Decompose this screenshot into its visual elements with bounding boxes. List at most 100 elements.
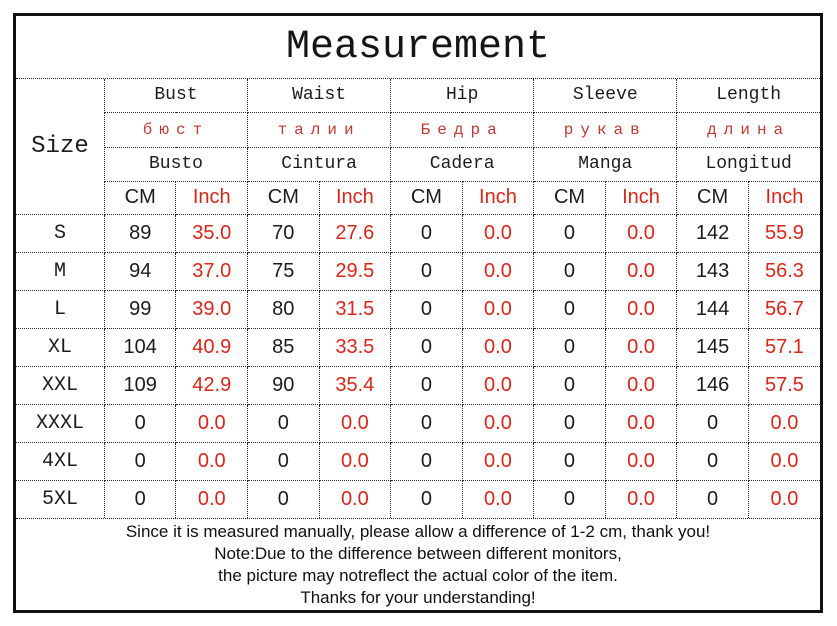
header-length-ru: длина [676,111,821,148]
header-length-en: Length [676,78,821,113]
size-table-body: S 89 35.0 70 27.6 0 0.0 0 0.0 142 55.9 M 94 37.0 75 29.… [15,213,821,519]
size-cell: XL [15,327,105,367]
cm-value-cell: 0 [103,479,177,519]
header-bust-es: Busto [103,146,249,182]
table-row: XXL 109 42.9 90 35.4 0 0.0 0 0.0 146 57.5 [15,365,821,405]
header-waist-en: Waist [247,78,392,113]
header-length-es: Longitud [676,146,821,182]
footer-note-line: Since it is measured manually, please al… [125,521,711,541]
inch-value-cell: 33.5 [318,327,392,367]
size-cell: XXL [15,365,105,405]
size-column-header: Size [15,78,105,215]
header-bust-ru: бюст [103,111,249,148]
inch-value-cell: 0.0 [461,251,535,291]
inch-value-cell: 0.0 [604,213,678,253]
cm-value-cell: 145 [676,327,749,367]
cm-value-cell: 0 [533,213,606,253]
inch-value-cell: 0.0 [747,441,821,481]
inch-value-cell: 42.9 [175,365,249,405]
inch-value-cell: 0.0 [318,441,392,481]
cm-value-cell: 109 [103,365,177,405]
cm-value-cell: 89 [103,213,177,253]
unit-cm-label: CM [103,180,177,215]
title-bar: Measurement [16,16,820,79]
inch-value-cell: 0.0 [604,251,678,291]
cm-value-cell: 0 [533,479,606,519]
inch-value-cell: 27.6 [318,213,392,253]
cm-value-cell: 0 [676,479,749,519]
unit-cm-label: CM [390,180,463,215]
cm-value-cell: 0 [390,479,463,519]
table-row: 4XL 0 0.0 0 0.0 0 0.0 0 0.0 0 0.0 [15,441,821,481]
footer-note-line: the picture may notreflect the actual co… [218,565,618,585]
inch-value-cell: 0.0 [175,441,249,481]
table-header: Size Bust Waist Hip Sleeve Length бюст т… [15,78,821,215]
cm-value-cell: 104 [103,327,177,367]
table-row: 5XL 0 0.0 0 0.0 0 0.0 0 0.0 0 0.0 [15,479,821,519]
cm-value-cell: 94 [103,251,177,291]
inch-value-cell: 0.0 [318,479,392,519]
cm-value-cell: 0 [533,327,606,367]
size-cell: 4XL [15,441,105,481]
cm-value-cell: 0 [676,403,749,443]
cm-value-cell: 144 [676,289,749,329]
cm-value-cell: 0 [676,441,749,481]
header-row-spanish: Busto Cintura Cadera Manga Longitud [16,146,821,182]
inch-value-cell: 0.0 [604,365,678,405]
cm-value-cell: 0 [390,403,463,443]
size-cell: S [15,213,105,253]
size-table: Size Bust Waist Hip Sleeve Length бюст т… [15,78,821,519]
header-hip-ru: Бедра [390,111,535,148]
cm-value-cell: 70 [247,213,320,253]
inch-value-cell: 0.0 [604,403,678,443]
cm-value-cell: 0 [390,327,463,367]
inch-value-cell: 35.0 [175,213,249,253]
cm-value-cell: 0 [533,441,606,481]
unit-cm-label: CM [247,180,320,215]
inch-value-cell: 0.0 [461,479,535,519]
table-row: L 99 39.0 80 31.5 0 0.0 0 0.0 144 56.7 [15,289,821,329]
inch-value-cell: 56.7 [747,289,821,329]
cm-value-cell: 0 [390,441,463,481]
cm-value-cell: 80 [247,289,320,329]
unit-inch-label: Inch [175,180,249,215]
cm-value-cell: 0 [247,441,320,481]
inch-value-cell: 0.0 [747,479,821,519]
inch-value-cell: 0.0 [461,327,535,367]
unit-inch-label: Inch [604,180,678,215]
page-title: Measurement [285,24,551,70]
inch-value-cell: 57.1 [747,327,821,367]
cm-value-cell: 0 [533,251,606,291]
header-row-english: Size Bust Waist Hip Sleeve Length [15,78,821,215]
cm-value-cell: 0 [390,289,463,329]
inch-value-cell: 39.0 [175,289,249,329]
inch-value-cell: 0.0 [318,403,392,443]
header-row-russian: бюст талии Бедра рукав длина [16,111,821,148]
inch-value-cell: 37.0 [175,251,249,291]
inch-value-cell: 56.3 [747,251,821,291]
cm-value-cell: 0 [247,479,320,519]
cm-value-cell: 90 [247,365,320,405]
inch-value-cell: 0.0 [604,289,678,329]
inch-value-cell: 0.0 [175,403,249,443]
inch-value-cell: 0.0 [604,327,678,367]
inch-value-cell: 31.5 [318,289,392,329]
cm-value-cell: 0 [247,403,320,443]
footer-note-line: Thanks for your understanding! [300,587,536,607]
table-row: M 94 37.0 75 29.5 0 0.0 0 0.0 143 56.3 [15,251,821,291]
header-sleeve-ru: рукав [533,111,678,148]
cm-value-cell: 0 [533,403,606,443]
table-row: XXXL 0 0.0 0 0.0 0 0.0 0 0.0 0 0.0 [15,403,821,443]
table-row: S 89 35.0 70 27.6 0 0.0 0 0.0 142 55.9 [15,213,821,253]
cm-value-cell: 0 [103,441,177,481]
header-sleeve-es: Manga [533,146,678,182]
size-cell: L [15,289,105,329]
cm-value-cell: 0 [103,403,177,443]
inch-value-cell: 0.0 [175,479,249,519]
unit-cm-label: CM [533,180,606,215]
cm-value-cell: 146 [676,365,749,405]
header-row-units: CM Inch CM Inch CM Inch CM Inch CM Inch [16,180,821,215]
inch-value-cell: 0.0 [747,403,821,443]
inch-value-cell: 0.0 [461,365,535,405]
header-waist-es: Cintura [247,146,392,182]
